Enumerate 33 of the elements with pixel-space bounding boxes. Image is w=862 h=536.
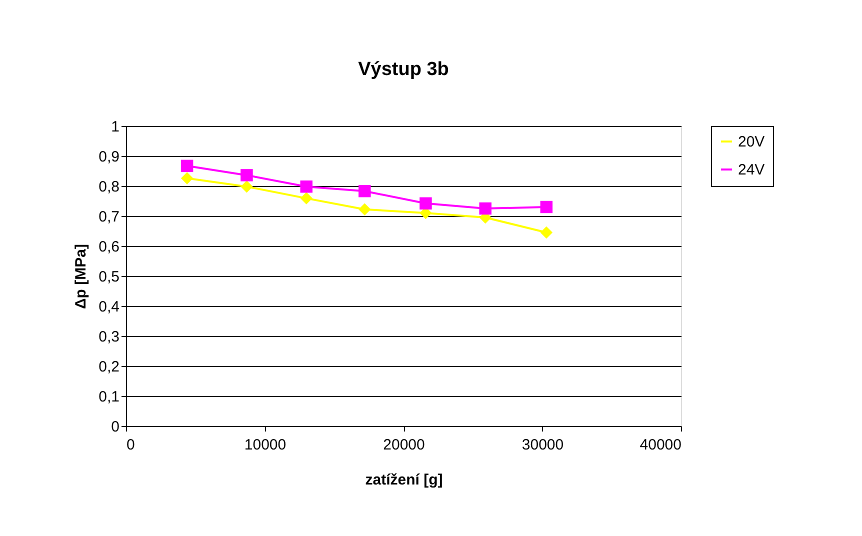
y-tick-label: 0,2 [98,358,120,376]
y-tick-label: 0,8 [98,178,120,196]
x-tick-label: 40000 [640,436,682,454]
y-axis-title: Δp [MPa] [72,244,90,309]
legend-label: 24V [738,162,765,178]
y-tick-label: 0 [111,418,120,436]
y-tick-label: 0,4 [98,298,120,316]
chart-title: Výstup 3b [358,59,449,80]
y-tick-label: 0,6 [98,238,120,256]
point [420,197,432,210]
x-tick-label: 0 [126,436,135,454]
y-tick-label: 0,7 [98,208,120,226]
point [479,202,492,215]
legend-label: 20V [738,134,765,150]
point [358,184,371,198]
point [540,200,553,214]
point [300,192,312,204]
point [358,203,371,216]
x-tick-label: 20000 [383,436,425,454]
y-tick-label: 1 [111,118,120,136]
y-tick-label: 0,9 [98,148,120,166]
point [240,180,253,193]
point [300,180,312,193]
y-tick-label: 0,1 [98,388,120,406]
point [540,226,553,239]
point [240,169,253,182]
x-axis-title: zatížení [g] [365,472,443,488]
point [180,160,194,172]
point [180,172,194,184]
y-tick-label: 0,3 [98,328,120,346]
x-tick-label: 30000 [522,436,564,454]
y-tick-label: 0,5 [98,268,120,286]
x-tick-label: 10000 [244,436,286,454]
